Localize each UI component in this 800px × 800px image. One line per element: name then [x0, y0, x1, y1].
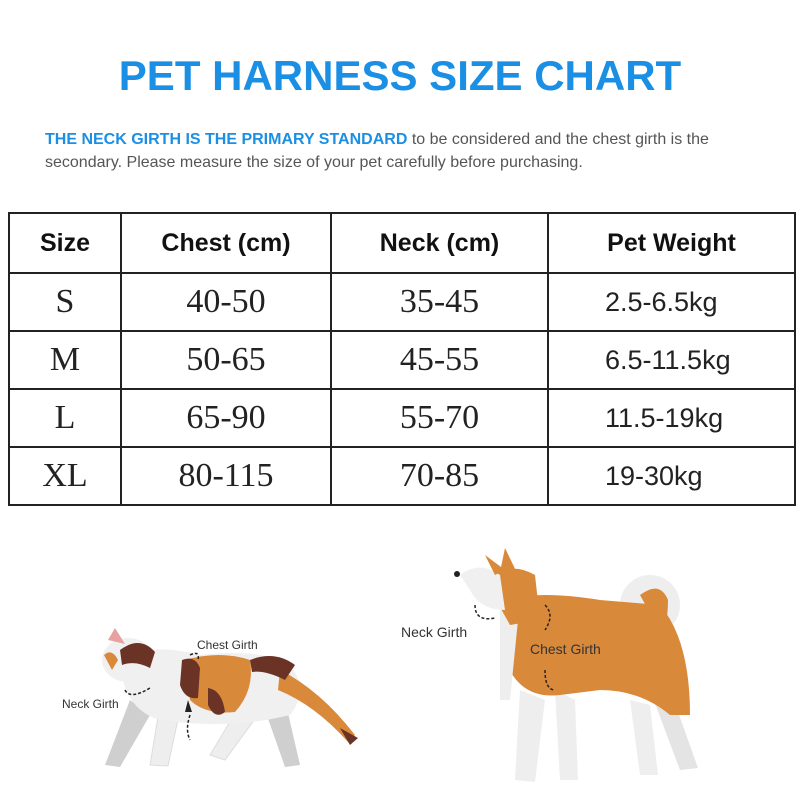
cat-chest-girth-label: Chest Girth [197, 638, 258, 652]
cell-neck: 70-85 [330, 446, 549, 506]
cell-chest: 40-50 [120, 272, 332, 332]
header-chest: Chest (cm) [120, 212, 332, 274]
table-header-row: Size Chest (cm) Neck (cm) Pet Weight [8, 212, 796, 274]
table-row: L 65-90 55-70 11.5-19kg [8, 388, 796, 448]
table-row: M 50-65 45-55 6.5-11.5kg [8, 330, 796, 390]
header-weight: Pet Weight [547, 212, 796, 274]
dog-illustration: Chest Girth Neck Girth [401, 548, 698, 782]
cell-neck: 45-55 [330, 330, 549, 390]
cell-weight: 11.5-19kg [547, 388, 796, 448]
cat-neck-girth-label: Neck Girth [62, 697, 119, 711]
intro-text: THE NECK GIRTH IS THE PRIMARY STANDARD t… [45, 128, 785, 174]
dog-neck-girth-label: Neck Girth [401, 624, 467, 640]
table-row: S 40-50 35-45 2.5-6.5kg [8, 272, 796, 332]
page-title: PET HARNESS SIZE CHART [118, 52, 682, 99]
header-neck: Neck (cm) [330, 212, 549, 274]
cell-size: M [8, 330, 122, 390]
intro-rest: to be considered and the chest girth is … [45, 131, 709, 171]
dog-chest-girth-label: Chest Girth [530, 641, 601, 657]
cell-weight: 2.5-6.5kg [547, 272, 796, 332]
cell-neck: 55-70 [330, 388, 549, 448]
header-size: Size [8, 212, 122, 274]
cat-illustration: Chest Girth Neck Girth [62, 628, 358, 767]
measurement-illustrations: Chest Girth Neck Girth Chest Girth Neck … [62, 548, 698, 782]
cell-weight: 6.5-11.5kg [547, 330, 796, 390]
intro-highlight: THE NECK GIRTH IS THE PRIMARY STANDARD [45, 131, 408, 148]
cell-size: XL [8, 446, 122, 506]
cell-weight: 19-30kg [547, 446, 796, 506]
cell-chest: 50-65 [120, 330, 332, 390]
cell-chest: 65-90 [120, 388, 332, 448]
table-row: XL 80-115 70-85 19-30kg [8, 446, 796, 506]
cell-chest: 80-115 [120, 446, 332, 506]
cell-neck: 35-45 [330, 272, 549, 332]
size-table: Size Chest (cm) Neck (cm) Pet Weight S 4… [8, 212, 796, 506]
cell-size: L [8, 388, 122, 448]
cell-size: S [8, 272, 122, 332]
